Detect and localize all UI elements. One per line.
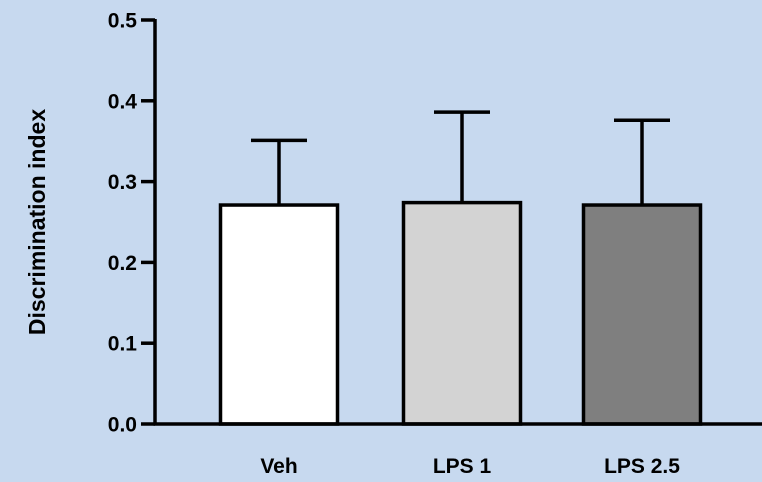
x-axis-labels: Veh LPS 1 LPS 2.5 <box>260 455 680 478</box>
x-category-label: LPS 2.5 <box>604 455 680 478</box>
x-category-label: Veh <box>260 455 297 478</box>
y-tick-label: 0.4 <box>108 90 138 113</box>
error-bars-group <box>251 110 670 206</box>
bars-group <box>218 200 703 426</box>
y-tick-label: 0.2 <box>108 252 137 275</box>
bar <box>401 200 523 426</box>
y-tick-label: 0.0 <box>108 414 137 437</box>
y-axis-ticks: 0.0 0.1 0.2 0.3 0.4 0.5 <box>108 10 155 437</box>
bar <box>581 203 703 426</box>
x-category-label: LPS 1 <box>433 455 492 478</box>
y-axis-title: Discrimination index <box>24 109 50 335</box>
bar <box>218 203 340 426</box>
y-tick-label: 0.3 <box>108 171 137 194</box>
y-tick-label: 0.5 <box>108 10 138 33</box>
y-tick-label: 0.1 <box>108 333 138 356</box>
